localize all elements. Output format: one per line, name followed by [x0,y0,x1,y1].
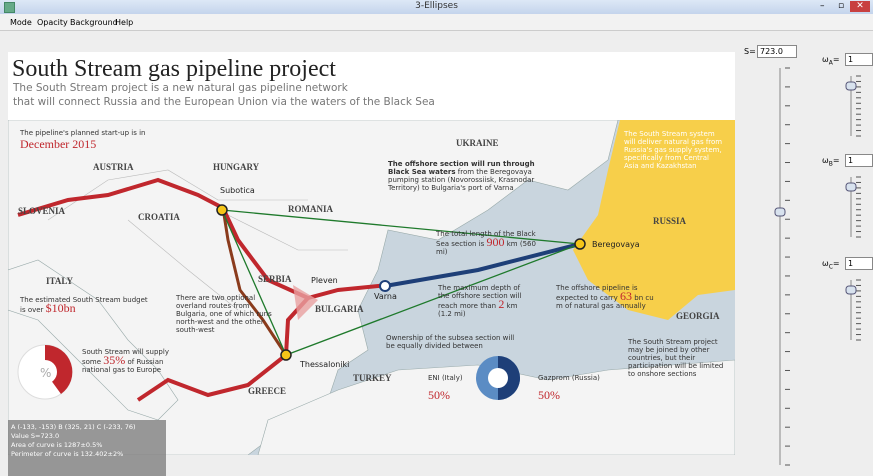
length-note: The total length of the Black Sea sectio… [436,230,546,256]
weight-label: ωB= [822,156,840,168]
minimize-button[interactable]: – [820,1,825,11]
note-text: km [504,302,517,310]
country-label: ROMANIA [288,204,333,214]
russia-note: The South Stream system will deliver nat… [624,130,724,170]
weight-input[interactable]: 1 [845,257,873,270]
menu-item[interactable]: Mode [10,18,32,27]
city-label: Pleven [311,276,338,285]
owner-name: Gazprom (Russia) [538,374,600,382]
weight-sign: = [833,55,840,64]
country-label: GEORGIA [676,311,720,321]
info-line: A (-133, -153) B (325, 21) C (-233, 76) [11,423,163,432]
routes-note: There are two optional overland routes f… [176,294,276,334]
budget-note: The estimated South Stream budget is ove… [20,296,150,314]
maximize-button[interactable]: ▫ [838,1,844,11]
weight-slider[interactable] [840,172,865,242]
country-label: CROATIA [138,212,180,222]
note-number: $10bn [46,301,76,315]
country-label: HUNGARY [213,162,259,172]
offshore-note: The offshore section will run through Bl… [388,160,558,192]
menu-item[interactable]: Background [70,18,118,27]
pie-symbol: % [40,366,51,380]
app-window: 3-Ellipses – ▫ ✕ Mode Opacity Background… [0,0,873,473]
supply-note: South Stream will supply some 35% of Rus… [82,348,172,374]
slider-thumb[interactable] [846,82,856,90]
country-label: SLOVENIA [18,206,65,216]
subtitle: The South Stream project is a new natura… [13,82,348,94]
depth-note: The maximum depth of the offshore sectio… [438,284,533,318]
weight-slider[interactable] [840,71,865,141]
country-label: TURKEY [353,373,392,383]
infographic: South Stream gas pipeline project The So… [8,52,735,455]
city-label: Subotica [220,186,255,195]
weight-symbol: ω [822,259,829,268]
s-slider[interactable] [770,60,800,470]
slider-thumb[interactable] [846,286,856,294]
info-panel: A (-133, -153) B (325, 21) C (-233, 76) … [8,420,166,476]
menu-item[interactable]: Opacity [37,18,68,27]
note-text: (1.2 mi) [438,310,466,318]
capacity-note: The offshore pipeline is expected to car… [556,284,656,310]
infographic-title: South Stream gas pipeline project [12,56,336,83]
country-label: GREECE [248,386,286,396]
s-input[interactable]: 723.0 [757,45,797,58]
ownership-note: Ownership of the subsea section will be … [386,334,516,350]
note-number: 35% [103,353,125,367]
weight-input[interactable]: 1 [845,154,873,167]
menu-item[interactable]: Help [115,18,133,27]
country-label: UKRAINE [456,138,499,148]
s-label: S= [744,47,756,56]
start-note: The pipeline's planned start-up is in [20,129,145,137]
title-bar: 3-Ellipses – ▫ ✕ [0,0,873,14]
owner-name: ENI (Italy) [428,374,463,382]
menu-bar: Mode Opacity Background Help [0,14,873,31]
country-label: RUSSIA [653,216,686,226]
slider-thumb[interactable] [846,183,856,191]
country-label: AUSTRIA [93,162,134,172]
start-date: December 2015 [20,137,96,152]
country-label: SERBIA [258,274,292,284]
owner-share: 50% [428,388,450,403]
weight-input[interactable]: 1 [845,53,873,66]
note-text: The estimated South Stream budget is ove… [20,296,148,314]
weight-label: ωC= [822,259,840,271]
owner-share: 50% [538,388,560,403]
note-text: km [505,240,520,248]
city-label: Thessaloniki [300,360,349,369]
weight-label: ωA= [822,55,840,67]
window-title: 3-Ellipses [0,1,873,11]
info-line: Perimeter of curve is 132.402±2% [11,450,163,459]
country-label: BULGARIA [315,304,364,314]
weight-sign: = [833,156,840,165]
city-label: Varna [374,292,397,301]
info-line: Value S=723.0 [11,432,163,441]
slider-thumb[interactable] [775,208,785,216]
weight-symbol: ω [822,55,829,64]
weight-sign: = [833,259,840,268]
weight-symbol: ω [822,156,829,165]
note-number: 63 [620,289,632,303]
note-number: 900 [487,235,505,249]
city-label: Beregovaya [592,240,640,249]
country-label: ITALY [46,276,73,286]
weight-slider[interactable] [840,275,865,345]
subtitle: that will connect Russia and the Europea… [13,96,435,108]
close-button[interactable]: ✕ [850,1,870,12]
info-line: Area of curve is 1287±0.5% [11,441,163,450]
join-note: The South Stream project may be joined b… [628,338,728,378]
